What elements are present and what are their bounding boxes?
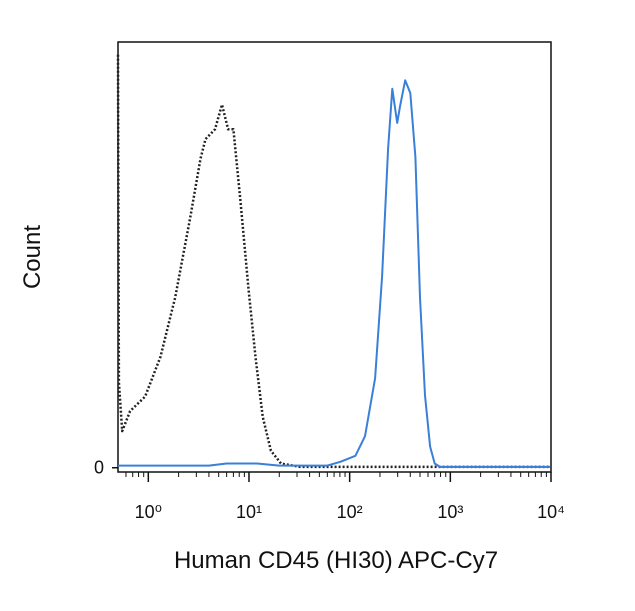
y-tick-label: 0 [94, 458, 104, 478]
y-axis-label: Count [19, 225, 46, 289]
histogram-line [116, 54, 551, 469]
plot-frame [117, 41, 552, 473]
x-axis-label: Human CD45 (HI30) APC-Cy7 [174, 547, 498, 574]
x-tick-label: 10¹ [236, 502, 262, 522]
x-tick-label: 10² [337, 502, 363, 522]
histogram-line [118, 79, 551, 468]
x-tick-label: 10⁰ [135, 502, 162, 522]
x-tick-label: 10³ [437, 502, 463, 522]
x-tick-label: 10⁴ [537, 502, 565, 522]
